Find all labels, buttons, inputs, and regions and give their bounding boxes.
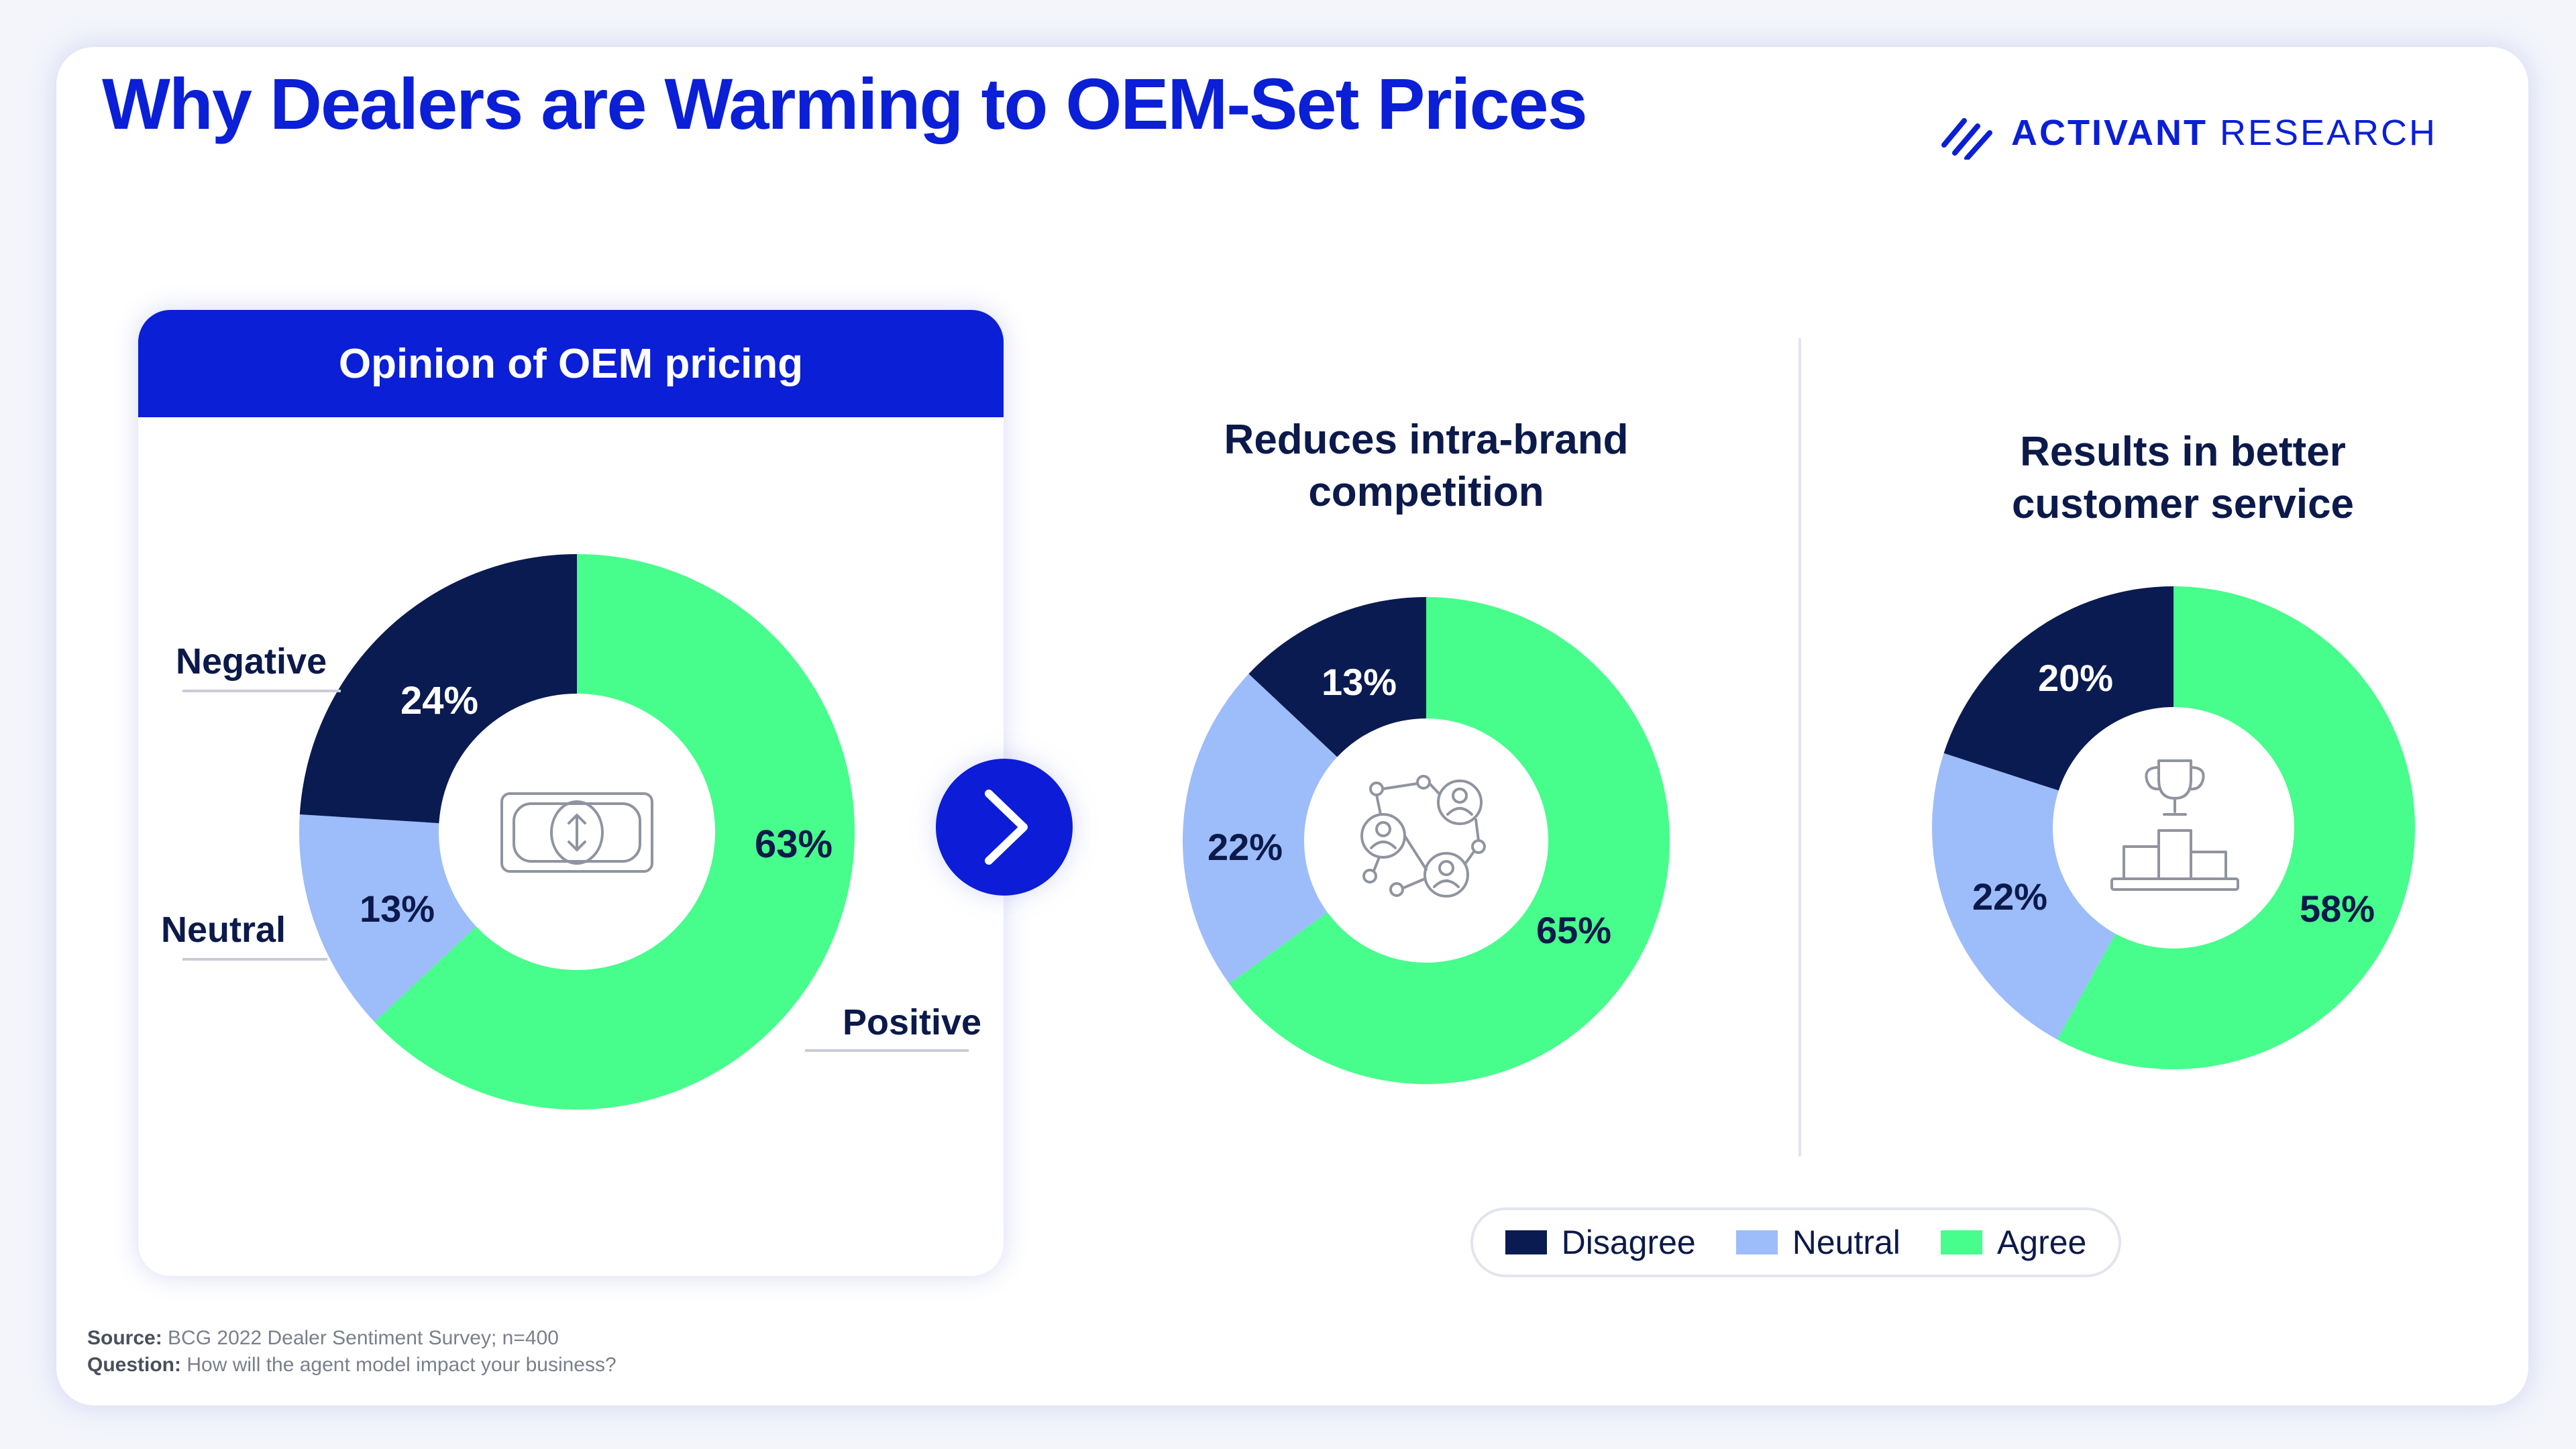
pct-label-disagree: 20% <box>2038 657 2113 699</box>
footnote-source: Source: BCG 2022 Dealer Sentiment Survey… <box>87 1327 559 1350</box>
legend-item-agree: Agree <box>1940 1223 2087 1262</box>
legend-label-neutral: Neutral <box>1792 1224 1900 1261</box>
donut-better-customer-service: Results in better customer service 20% 2… <box>1932 429 2415 1069</box>
pct-label-positive: 63% <box>755 822 833 866</box>
donut-slice-disagree <box>1248 597 1426 757</box>
donut-opinion-oem-pricing: 24% 13% 63% Negative Neutral Positive <box>161 554 981 1110</box>
chart-title-line-1: Reduces intra-brand <box>1224 417 1629 463</box>
footnote-source-text: BCG 2022 Dealer Sentiment Survey; n=400 <box>168 1327 559 1349</box>
pct-label-disagree: 13% <box>1322 661 1397 703</box>
slices-opinion <box>299 554 855 1110</box>
pct-label-agree: 65% <box>1536 909 1611 951</box>
logo-text: ACTIVANT RESEARCH <box>2011 112 2437 154</box>
donut-slice-positive <box>374 554 855 1110</box>
activant-chevrons-icon <box>1941 118 1992 160</box>
trophy-podium-icon <box>2110 759 2239 891</box>
pct-label-neutral: 22% <box>1208 826 1283 868</box>
pct-label-neutral: 22% <box>1972 875 2047 918</box>
slice-name-neutral: Neutral <box>161 910 286 950</box>
section-divider <box>1799 338 1801 1157</box>
next-arrow-button[interactable] <box>936 759 1073 896</box>
chart-title-line-1: Results in better <box>2020 429 2346 475</box>
donut-slice-agree <box>1229 597 1670 1084</box>
page-title: Why Dealers are Warming to OEM-Set Price… <box>102 63 1588 144</box>
opinion-panel-title: Opinion of OEM pricing <box>138 310 1004 417</box>
network-people-icon <box>1360 775 1486 898</box>
logo-brand: ACTIVANT <box>2011 113 2208 153</box>
donut-slice-neutral <box>1183 674 1338 984</box>
donut-slice-agree <box>2057 586 2415 1069</box>
footnote-question-text: How will the agent model impact your bus… <box>186 1354 616 1376</box>
slices-competition <box>1183 597 1670 1084</box>
pct-label-agree: 58% <box>2300 888 2375 930</box>
chart-title-line-2: competition <box>1308 469 1544 515</box>
legend-swatch-agree <box>1940 1230 1982 1254</box>
footnote-question: Question: How will the agent model impac… <box>87 1354 616 1377</box>
legend-item-neutral: Neutral <box>1735 1223 1900 1262</box>
banknote-icon <box>500 792 653 873</box>
slice-name-negative: Negative <box>176 641 327 682</box>
donut-slice-negative <box>299 554 577 824</box>
chevron-right-icon[interactable] <box>985 790 1028 865</box>
legend-label-agree: Agree <box>1996 1224 2087 1261</box>
slices-customer-service <box>1932 586 2415 1069</box>
pct-label-negative: 24% <box>400 679 478 722</box>
pct-label-neutral: 13% <box>360 888 435 930</box>
legend-swatch-disagree <box>1505 1230 1547 1254</box>
legend-label-disagree: Disagree <box>1561 1224 1696 1261</box>
donut-slice-neutral <box>1932 753 2116 1040</box>
donut-slice-disagree <box>1943 586 2174 791</box>
legend-item-disagree: Disagree <box>1505 1223 1696 1262</box>
logo-suffix: RESEARCH <box>2207 113 2438 153</box>
chart-title-line-2: customer service <box>2012 481 2354 527</box>
activant-logo: ACTIVANT RESEARCH <box>1939 106 2437 160</box>
footnote-source-label: Source: <box>87 1327 162 1349</box>
slice-name-positive: Positive <box>843 1002 981 1042</box>
legend: Disagree Neutral Agree <box>1470 1208 2121 1277</box>
arrow-button-circle[interactable] <box>936 759 1073 896</box>
footnote-question-label: Question: <box>87 1354 181 1376</box>
donut-slice-neutral <box>299 814 476 1022</box>
donut-reduces-intra-brand-competition: Reduces intra-brand competition 13% 22% … <box>1183 417 1670 1084</box>
legend-swatch-neutral <box>1735 1230 1778 1254</box>
